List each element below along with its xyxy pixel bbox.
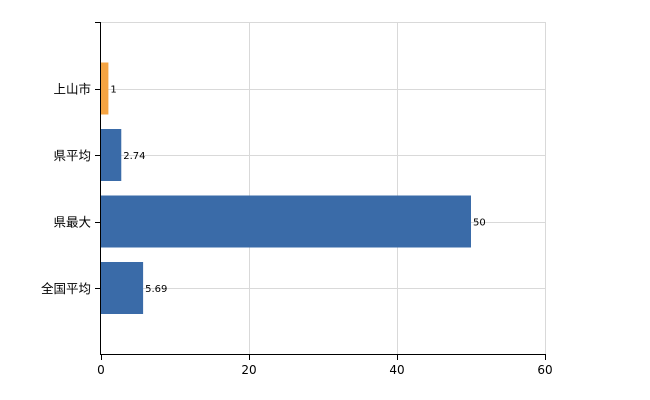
category-label: 全国平均 xyxy=(41,281,91,296)
x-tick-label: 60 xyxy=(537,363,552,377)
bar xyxy=(101,62,109,115)
data-label: 2.74 xyxy=(123,151,145,162)
x-tick-label: 20 xyxy=(241,363,256,377)
bar xyxy=(101,195,471,248)
bar xyxy=(101,262,144,314)
data-label: 1 xyxy=(110,85,116,96)
category-label: 上山市 xyxy=(53,82,91,97)
grid-lines xyxy=(101,22,546,354)
data-label: 50 xyxy=(473,218,486,229)
data-label: 5.69 xyxy=(145,284,167,295)
category-label: 県最大 xyxy=(53,215,91,230)
bars xyxy=(101,62,471,314)
x-tick-label: 40 xyxy=(389,363,404,377)
x-tick-label: 0 xyxy=(97,363,105,377)
bar xyxy=(101,129,122,181)
data-labels: 1 2.74 50 5.69 xyxy=(110,85,485,296)
category-label: 県平均 xyxy=(53,148,91,163)
